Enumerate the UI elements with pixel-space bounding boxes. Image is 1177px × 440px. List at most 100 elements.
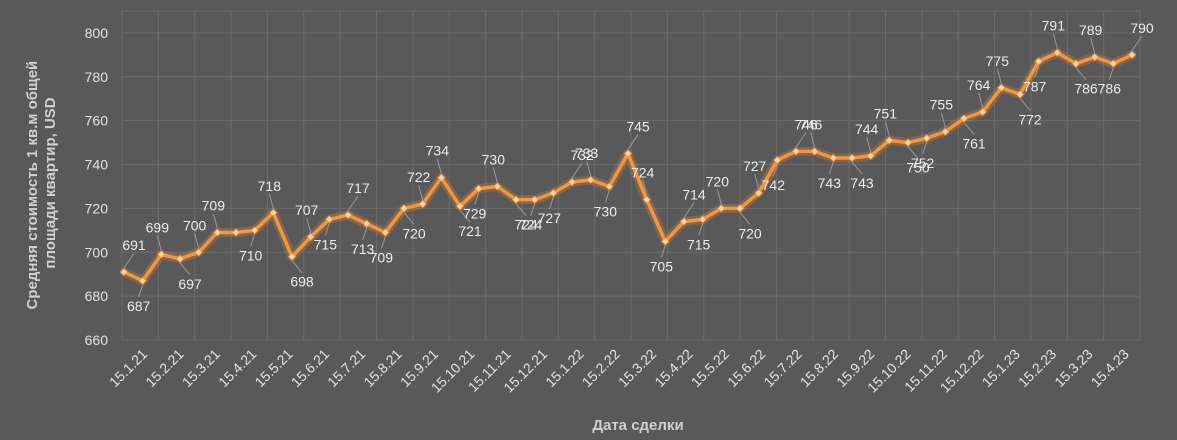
- data-point: [325, 215, 334, 224]
- data-label-leader: [418, 184, 424, 201]
- data-label: 727: [743, 158, 767, 174]
- data-label: 720: [402, 225, 426, 241]
- data-label: 755: [930, 97, 954, 113]
- y-axis-title-line-2: площади квартир, USD: [42, 97, 59, 268]
- data-point: [306, 232, 315, 241]
- data-point: [138, 276, 147, 285]
- data-label: 742: [762, 177, 786, 193]
- data-label: 743: [818, 175, 842, 191]
- data-label: 721: [458, 223, 482, 239]
- data-label-leader: [1034, 65, 1040, 78]
- data-label: 724: [519, 217, 543, 233]
- data-label-leader: [683, 202, 695, 218]
- data-label-leader: [306, 217, 312, 234]
- data-label: 789: [1079, 22, 1103, 38]
- data-label-leader: [660, 245, 666, 258]
- data-label-leader: [586, 160, 592, 177]
- data-point: [549, 188, 558, 198]
- data-label: 732: [570, 147, 594, 163]
- data-label-leader: [1075, 67, 1087, 80]
- data-label: 698: [290, 274, 314, 290]
- data-point: [343, 210, 353, 220]
- data-label-leader: [922, 142, 928, 155]
- data-label: 787: [1023, 78, 1047, 94]
- y-tick-label: 740: [85, 157, 109, 173]
- y-tick-label: 800: [85, 25, 109, 41]
- data-point: [418, 199, 427, 209]
- data-label-leader: [194, 233, 200, 249]
- data-label-leader: [1019, 98, 1031, 111]
- data-point: [847, 153, 857, 163]
- data-label: 720: [738, 225, 762, 241]
- data-label-leader: [138, 284, 144, 297]
- x-axis-title: Дата сделки: [592, 417, 683, 434]
- data-label-leader: [907, 146, 919, 159]
- data-label: 743: [850, 175, 874, 191]
- data-point: [1127, 50, 1137, 59]
- y-axis-title-line-1: Средняя стоимость 1 кв.м общей: [24, 61, 41, 310]
- data-point: [810, 147, 819, 156]
- data-point: [437, 173, 446, 182]
- data-point: [381, 228, 390, 237]
- data-label-leader: [380, 236, 386, 249]
- data-label: 724: [631, 165, 655, 181]
- data-point: [1090, 52, 1099, 62]
- data-label: 724: [514, 217, 538, 233]
- data-labels: 6916876996977007097107186987077157177137…: [122, 18, 1154, 314]
- data-label-leader: [739, 212, 751, 225]
- y-tick-label: 720: [85, 200, 109, 216]
- data-point: [773, 156, 782, 165]
- data-point: [997, 83, 1006, 92]
- data-point: [829, 153, 838, 163]
- data-label-leader: [716, 189, 722, 205]
- data-label-leader: [884, 121, 890, 137]
- data-label-leader: [474, 192, 480, 205]
- data-label-leader: [851, 161, 863, 175]
- data-label: 700: [183, 217, 207, 233]
- data-point: [269, 208, 278, 217]
- data-label-leader: [179, 262, 191, 276]
- data-label: 720: [706, 173, 730, 189]
- data-label: 710: [239, 247, 263, 263]
- data-point: [511, 195, 521, 204]
- data-point: [493, 182, 502, 191]
- data-point: [399, 204, 409, 213]
- data-label-leader: [810, 132, 816, 148]
- data-label-leader: [940, 112, 946, 128]
- data-point: [157, 250, 166, 259]
- data-point: [455, 202, 465, 211]
- data-label-leader: [1052, 33, 1058, 49]
- data-point: [474, 184, 483, 193]
- data-label: 727: [538, 210, 562, 226]
- data-label: 709: [370, 250, 394, 266]
- data-label: 751: [874, 105, 898, 121]
- data-label-leader: [627, 134, 639, 150]
- data-label: 764: [967, 77, 991, 93]
- data-label: 772: [1018, 111, 1042, 127]
- data-label-leader: [250, 234, 256, 247]
- data-label: 707: [295, 202, 319, 218]
- data-label: 713: [351, 241, 375, 257]
- data-point: [717, 204, 726, 213]
- data-label: 705: [650, 258, 674, 274]
- data-label: 715: [687, 236, 711, 252]
- data-label: 734: [426, 143, 450, 159]
- data-label: 715: [314, 236, 338, 252]
- y-tick-label: 760: [85, 113, 109, 129]
- data-label-leader: [530, 203, 536, 216]
- data-label-leader: [123, 252, 135, 269]
- data-point: [1034, 57, 1043, 66]
- data-point: [661, 237, 670, 246]
- data-point: [586, 175, 595, 184]
- data-label: 733: [575, 145, 599, 161]
- data-point: [287, 252, 297, 261]
- data-label-leader: [347, 195, 359, 212]
- data-label-leader: [156, 235, 162, 251]
- data-point: [922, 134, 931, 143]
- data-label: 699: [146, 219, 170, 235]
- data-label: 791: [1042, 18, 1066, 34]
- data-label-leader: [772, 163, 778, 177]
- data-point: [1015, 90, 1025, 99]
- data-label: 691: [122, 237, 146, 253]
